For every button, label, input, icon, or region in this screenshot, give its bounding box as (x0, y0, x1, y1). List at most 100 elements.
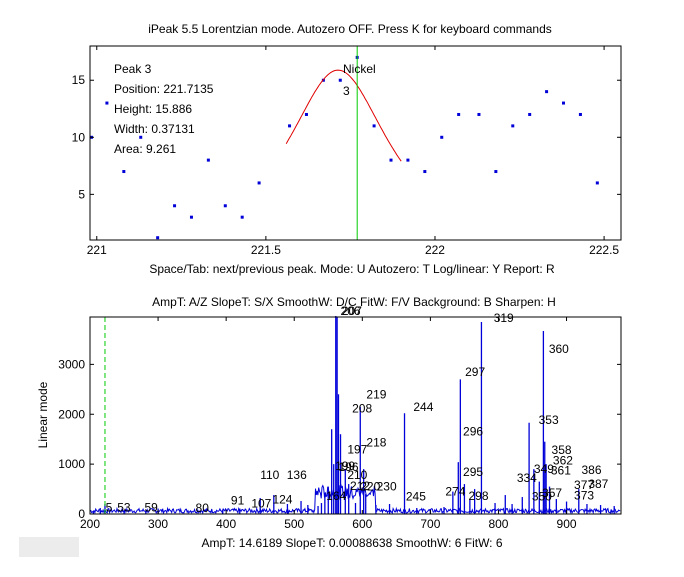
peak-number-label: 220 (360, 480, 380, 494)
data-point (578, 112, 582, 116)
data-point (457, 112, 461, 116)
data-point (389, 158, 393, 162)
peak-number-label: 386 (582, 463, 602, 477)
data-point (240, 215, 244, 219)
data-point (406, 158, 410, 162)
data-point (511, 124, 515, 128)
peak-info-line: Position: 221.7135 (114, 82, 214, 96)
spectrum-spikes-layer (92, 316, 615, 514)
data-point (105, 101, 109, 105)
data-point (545, 90, 549, 94)
data-point (122, 170, 126, 174)
x-tick-label: 221.5 (251, 243, 281, 257)
peak-number-label: 230 (377, 480, 397, 494)
peak-info-line: Peak 3 (114, 62, 152, 76)
top-plot-axes (89, 45, 622, 241)
data-point (423, 170, 427, 174)
top-ticks-layer: 221 221.5 222 222.5 5 10 15 (72, 46, 621, 257)
x-tick-label: 700 (420, 517, 440, 531)
data-point (156, 236, 160, 240)
peak-number-label: 353 (539, 413, 559, 427)
x-tick-label: 222 (425, 243, 445, 257)
peak-number-label: 3 (343, 84, 350, 98)
data-point (257, 181, 261, 185)
x-tick-label: 900 (557, 517, 577, 531)
peak-number-label: 124 (272, 493, 292, 507)
data-point (440, 135, 444, 139)
peak-number-label: 212 (350, 479, 370, 493)
peak-info-box: Peak 3 Position: 221.7135 Height: 15.886… (114, 62, 214, 156)
peak-number-label: 5 (106, 501, 113, 515)
x-tick-label: 300 (148, 517, 168, 531)
data-point (206, 158, 210, 162)
data-point (139, 135, 143, 139)
peak-number-label: 196 (338, 460, 358, 474)
peak-number-label: 91 (231, 494, 245, 508)
peak-number-label: 245 (406, 490, 426, 504)
peak-number-label: 297 (465, 365, 485, 379)
y-tick-label: 0 (78, 507, 85, 521)
y-tick-label: 15 (72, 73, 86, 87)
data-point (528, 112, 532, 116)
peak-number-label: 296 (463, 425, 483, 439)
x-tick-label: 200 (80, 517, 100, 531)
peak-number-label: 295 (463, 465, 483, 479)
y-tick-label: 10 (72, 130, 86, 144)
peak-number-label: 373 (574, 489, 594, 503)
peak-number-label: 349 (534, 462, 554, 476)
x-tick-label: 221 (87, 243, 107, 257)
peak-number-label: 357 (542, 486, 562, 500)
peak-info-line: Width: 0.37131 (114, 122, 195, 136)
peak-number-label: 244 (413, 400, 433, 414)
peak-number-label: 110 (260, 468, 279, 482)
peak-number-label: 387 (588, 477, 608, 491)
peak-number-label: 136 (287, 468, 307, 482)
peak-number-label: 164 (326, 489, 346, 503)
data-point (288, 124, 292, 128)
y-tick-label: 1000 (58, 457, 85, 471)
data-point (223, 204, 227, 208)
bottom-ticks-layer: 200 300 400 500 600 700 800 900 0 1000 2000 3000 (58, 317, 621, 531)
data-point (189, 215, 193, 219)
data-point (562, 101, 566, 105)
bottom-status-footer: AmpT: 14.6189 SlopeT: 0.00088638 SmoothW… (201, 536, 502, 550)
x-tick-label: 500 (284, 517, 304, 531)
peak-info-line: Height: 15.886 (114, 102, 192, 116)
bottom-plot-title: AmpT: A/Z SlopeT: S/X SmoothW: D/C FitW:… (152, 295, 556, 309)
data-point (494, 170, 498, 174)
peak-number-label: 208 (352, 401, 372, 415)
peak-element-label: Nickel (343, 62, 376, 76)
peak-number-label: 206 (341, 304, 361, 318)
peak-number-label: 219 (366, 387, 386, 401)
x-tick-label: 222.5 (589, 243, 619, 257)
figure-toolbar-stub[interactable] (19, 537, 79, 557)
data-point (372, 124, 376, 128)
data-point (595, 181, 599, 185)
y-tick-label: 3000 (58, 357, 85, 371)
peak-number-label: 218 (366, 436, 386, 450)
y-tick-label: 5 (78, 187, 85, 201)
peak-info-line: Area: 9.261 (114, 142, 176, 156)
spectrum-trace (89, 484, 621, 515)
peak-number-label: 377 (574, 478, 594, 492)
x-tick-label: 400 (216, 517, 236, 531)
peak-number-label: 210 (347, 468, 367, 482)
top-plot-title: iPeak 5.5 Lorentzian mode. Autozero OFF.… (148, 22, 552, 36)
peak-number-label: 197 (347, 443, 367, 457)
y-tick-label: 2000 (58, 407, 85, 421)
peak-number-label: 334 (517, 471, 537, 485)
data-point (477, 112, 481, 116)
peak-number-label: 358 (552, 443, 572, 457)
data-point (173, 204, 177, 208)
peak-number-label: 361 (551, 464, 571, 478)
peak-number-label: 319 (494, 311, 514, 325)
peak-number-label: 207 (342, 304, 362, 318)
x-tick-label: 600 (352, 517, 372, 531)
peak-number-label: 360 (549, 342, 569, 356)
data-point (304, 112, 308, 116)
data-point (338, 78, 342, 82)
peak-number-label: 107 (251, 497, 271, 511)
peak-number-label: 350 (532, 490, 552, 504)
